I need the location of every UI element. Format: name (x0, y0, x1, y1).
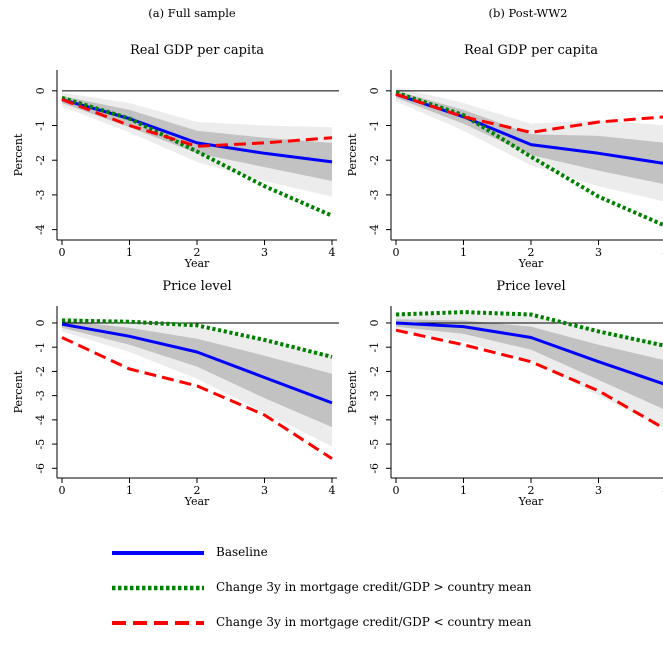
chart-title: Price level (162, 279, 231, 294)
y-tick-label: -3 (34, 390, 47, 401)
x-axis-label: Year (184, 257, 210, 270)
x-tick-label: 3 (261, 484, 268, 497)
panel-title-full-sample: (a) Full sample (148, 6, 236, 20)
x-tick-label: 3 (261, 246, 268, 259)
x-tick-label: 4 (329, 484, 336, 497)
y-axis-label: Percent (12, 133, 25, 176)
y-tick-label: 0 (34, 319, 47, 326)
y-tick-label: -1 (368, 120, 381, 131)
x-axis-label: Year (184, 495, 210, 508)
y-tick-label: -6 (368, 463, 381, 474)
legend-label-above-mean: Change 3y in mortgage credit/GDP > count… (216, 580, 531, 594)
y-tick-label: 0 (368, 87, 381, 94)
y-tick-label: -4 (34, 224, 47, 235)
y-tick-label: -2 (34, 366, 47, 377)
chart-title: Price level (496, 279, 565, 294)
y-tick-label: -1 (368, 342, 381, 353)
y-tick-label: -3 (368, 190, 381, 201)
y-tick-label: -2 (368, 155, 381, 166)
y-tick-label: -3 (34, 190, 47, 201)
x-tick-label: 0 (59, 246, 66, 259)
y-tick-label: -6 (34, 463, 47, 474)
legend-label-baseline: Baseline (216, 545, 268, 559)
y-tick-label: -2 (34, 155, 47, 166)
x-tick-label: 3 (595, 246, 602, 259)
chart-title: Real GDP per capita (130, 43, 264, 58)
y-tick-label: 0 (34, 87, 47, 94)
y-tick-label: -5 (368, 439, 381, 450)
x-tick-label: 0 (59, 484, 66, 497)
x-tick-label: 3 (595, 484, 602, 497)
x-tick-label: 1 (126, 246, 133, 259)
y-tick-label: -1 (34, 342, 47, 353)
panel-title-post-ww2: (b) Post-WW2 (489, 6, 568, 20)
x-tick-label: 0 (393, 484, 400, 497)
y-axis-label: Percent (346, 370, 359, 413)
y-tick-label: 0 (368, 319, 381, 326)
y-tick-label: -4 (368, 224, 381, 235)
x-tick-label: 1 (126, 484, 133, 497)
x-tick-label: 0 (393, 246, 400, 259)
y-tick-label: -1 (34, 120, 47, 131)
legend-label-below-mean: Change 3y in mortgage credit/GDP < count… (216, 615, 531, 629)
y-tick-label: -4 (368, 414, 381, 425)
y-tick-label: -2 (368, 366, 381, 377)
x-tick-label: 1 (460, 246, 467, 259)
legend-swatch-above-mean (112, 581, 204, 595)
legend-swatch-below-mean (112, 616, 204, 630)
legend-swatch-baseline (112, 546, 204, 560)
y-axis-label: Percent (346, 133, 359, 176)
chart-title: Real GDP per capita (464, 43, 598, 58)
y-axis-label: Percent (12, 370, 25, 413)
x-tick-label: 1 (460, 484, 467, 497)
y-tick-label: -3 (368, 390, 381, 401)
x-axis-label: Year (518, 495, 544, 508)
y-tick-label: -4 (34, 414, 47, 425)
x-tick-label: 4 (329, 246, 336, 259)
x-axis-label: Year (518, 257, 544, 270)
y-tick-label: -5 (34, 439, 47, 450)
